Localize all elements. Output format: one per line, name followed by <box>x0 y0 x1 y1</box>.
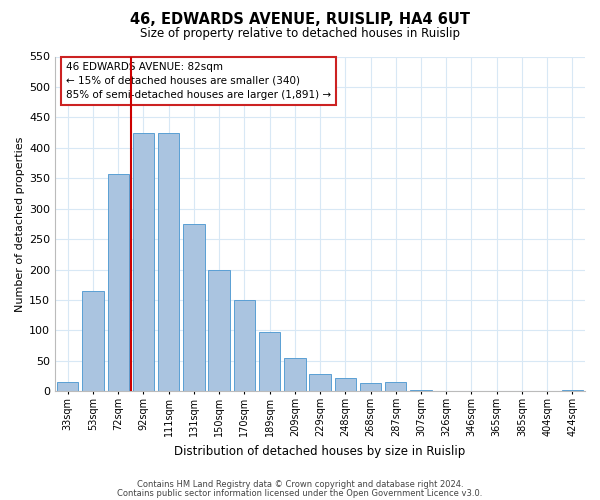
Bar <box>208 270 230 391</box>
X-axis label: Distribution of detached houses by size in Ruislip: Distribution of detached houses by size … <box>175 444 466 458</box>
Text: Contains public sector information licensed under the Open Government Licence v3: Contains public sector information licen… <box>118 488 482 498</box>
Text: Contains HM Land Registry data © Crown copyright and database right 2024.: Contains HM Land Registry data © Crown c… <box>137 480 463 489</box>
Bar <box>284 358 305 391</box>
Bar <box>562 390 583 391</box>
Bar <box>410 390 432 391</box>
Bar <box>107 174 129 391</box>
Text: 46, EDWARDS AVENUE, RUISLIP, HA4 6UT: 46, EDWARDS AVENUE, RUISLIP, HA4 6UT <box>130 12 470 28</box>
Text: Size of property relative to detached houses in Ruislip: Size of property relative to detached ho… <box>140 28 460 40</box>
Bar <box>233 300 255 391</box>
Bar <box>310 374 331 391</box>
Text: 46 EDWARDS AVENUE: 82sqm
← 15% of detached houses are smaller (340)
85% of semi-: 46 EDWARDS AVENUE: 82sqm ← 15% of detach… <box>66 62 331 100</box>
Bar <box>385 382 406 391</box>
Bar <box>82 291 104 391</box>
Bar <box>158 132 179 391</box>
Y-axis label: Number of detached properties: Number of detached properties <box>15 136 25 312</box>
Bar <box>183 224 205 391</box>
Bar <box>57 382 79 391</box>
Bar <box>259 332 280 391</box>
Bar <box>133 132 154 391</box>
Bar <box>360 384 381 391</box>
Bar <box>335 378 356 391</box>
